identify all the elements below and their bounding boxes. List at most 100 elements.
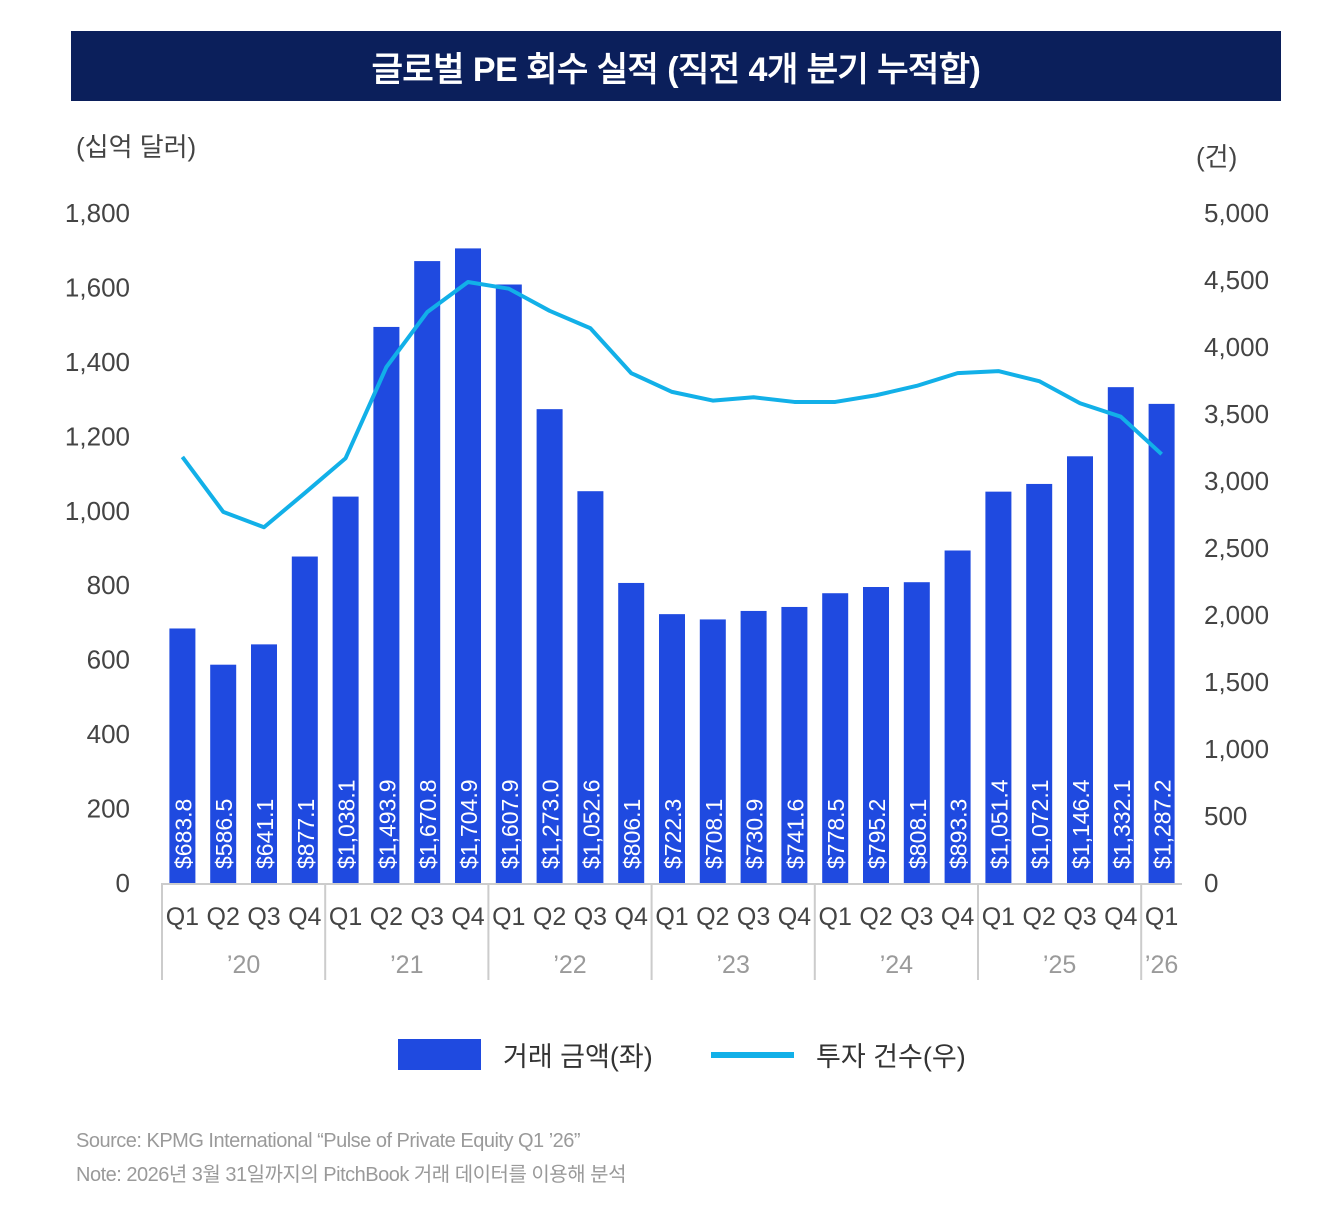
right-tick-label: 3,500 (1204, 399, 1269, 429)
x-tick-label: Q3 (737, 903, 770, 931)
left-tick-label: 1,200 (65, 421, 130, 451)
year-label: ’20 (227, 951, 260, 979)
year-label: ’25 (1043, 951, 1076, 979)
x-tick-label: Q2 (696, 903, 729, 931)
legend-item-bar: 거래 금액(좌) (398, 1035, 653, 1074)
bar (251, 644, 277, 883)
bar (455, 248, 481, 884)
bar-data-label: $708.1 (701, 799, 727, 869)
x-tick-label: Q1 (166, 903, 199, 931)
bar-data-label: $806.1 (619, 799, 645, 869)
right-axis-unit: (건) (1196, 142, 1238, 172)
footnote: Note: 2026년 3월 31일까지의 PitchBook 거래 데이터를 … (76, 1164, 626, 1186)
left-tick-label: 1,800 (65, 198, 130, 228)
legend-swatch-bar (398, 1039, 481, 1070)
bar-data-label: $1,493.9 (374, 779, 400, 869)
right-tick-label: 4,500 (1204, 265, 1269, 295)
bar-data-label: $1,038.1 (334, 779, 360, 869)
x-tick-label: Q4 (1104, 903, 1137, 931)
x-tick-label: Q2 (1023, 903, 1056, 931)
bar (1148, 403, 1175, 883)
left-tick-label: 1,600 (65, 272, 130, 302)
x-tick-label: Q2 (370, 903, 403, 931)
right-tick-label: 1,500 (1204, 667, 1269, 697)
right-tick-label: 2,500 (1204, 533, 1269, 563)
x-tick-label: Q1 (329, 903, 362, 931)
bar (659, 614, 685, 883)
right-tick-label: 500 (1204, 801, 1247, 831)
bar-data-label: $722.3 (660, 799, 686, 869)
bar-data-label: $1,072.1 (1027, 779, 1053, 869)
x-tick-label: Q1 (492, 903, 525, 931)
x-tick-label: Q3 (574, 903, 607, 931)
right-tick-label: 5,000 (1204, 198, 1269, 228)
bar (863, 587, 889, 883)
x-tick-label: Q4 (778, 903, 811, 931)
left-tick-label: 400 (87, 719, 130, 749)
bar (536, 409, 563, 883)
bar-data-label: $795.2 (864, 799, 890, 869)
deal-count-line (180, 280, 1163, 530)
x-tick-label: Q2 (207, 903, 240, 931)
bar-data-label: $1,146.4 (1068, 779, 1094, 869)
bar (414, 261, 441, 883)
bar (1107, 387, 1134, 883)
left-tick-label: 0 (116, 868, 130, 898)
right-tick-label: 3,000 (1204, 466, 1269, 496)
right-tick-label: 4,000 (1204, 332, 1269, 362)
x-tick-label: Q4 (941, 903, 974, 931)
bar (373, 326, 400, 883)
bar-data-label: $1,273.0 (538, 779, 564, 869)
left-tick-label: 200 (87, 794, 130, 824)
x-tick-label: Q1 (1145, 903, 1178, 931)
bar-data-label: $1,052.6 (578, 779, 604, 869)
x-tick-label: Q3 (900, 903, 933, 931)
legend-item-line: 투자 건수(우) (711, 1035, 966, 1074)
x-tick-label: Q2 (859, 903, 892, 931)
bar (699, 619, 726, 883)
legend-label-line: 투자 건수(우) (816, 1042, 966, 1072)
bar (985, 491, 1012, 883)
x-tick-label: Q1 (655, 903, 688, 931)
bar (332, 496, 359, 883)
bar-data-label: $808.1 (905, 799, 931, 869)
bar-data-label: $1,607.9 (497, 779, 523, 869)
bar (210, 664, 237, 883)
legend-label-bar: 거래 금액(좌) (503, 1042, 653, 1072)
year-label: ’23 (717, 951, 750, 979)
bar-data-label: $877.1 (293, 799, 319, 869)
x-tick-label: Q4 (615, 903, 648, 931)
x-tick-label: Q3 (247, 903, 280, 931)
left-tick-label: 1,400 (65, 347, 130, 377)
bar-data-label: $730.9 (742, 799, 768, 869)
bar-data-label: $1,332.1 (1109, 779, 1135, 869)
bar-data-label: $741.6 (782, 799, 808, 869)
bar (618, 582, 645, 883)
bar-data-label: $586.5 (211, 799, 237, 869)
bar-data-label: $893.3 (946, 799, 972, 869)
legend-swatch-line (711, 1051, 794, 1058)
bar (822, 593, 849, 883)
bar-data-label: $1,051.4 (986, 779, 1012, 869)
bar (577, 491, 604, 883)
x-tick-label: Q4 (288, 903, 321, 931)
year-label: ’24 (880, 951, 913, 979)
year-label: ’22 (553, 951, 586, 979)
right-tick-label: 1,000 (1204, 734, 1269, 764)
right-tick-label: 2,000 (1204, 600, 1269, 630)
bar (1067, 456, 1093, 883)
left-axis-unit: (십억 달러) (76, 132, 197, 162)
bar (903, 582, 930, 883)
bar-data-label: $778.5 (823, 799, 849, 869)
left-tick-label: 600 (87, 645, 130, 675)
bar (495, 284, 522, 883)
bar-data-label: $683.8 (170, 799, 196, 869)
bar-data-label: $1,287.2 (1150, 779, 1176, 869)
left-tick-label: 1,000 (65, 496, 130, 526)
chart-title: 글로벌 PE 회수 실적 (직전 4개 분기 누적합) (71, 31, 1281, 101)
bar (740, 610, 767, 883)
x-tick-label: Q1 (819, 903, 852, 931)
bar-data-label: $1,670.8 (415, 779, 441, 869)
left-tick-label: 800 (87, 570, 130, 600)
bar (169, 628, 196, 883)
